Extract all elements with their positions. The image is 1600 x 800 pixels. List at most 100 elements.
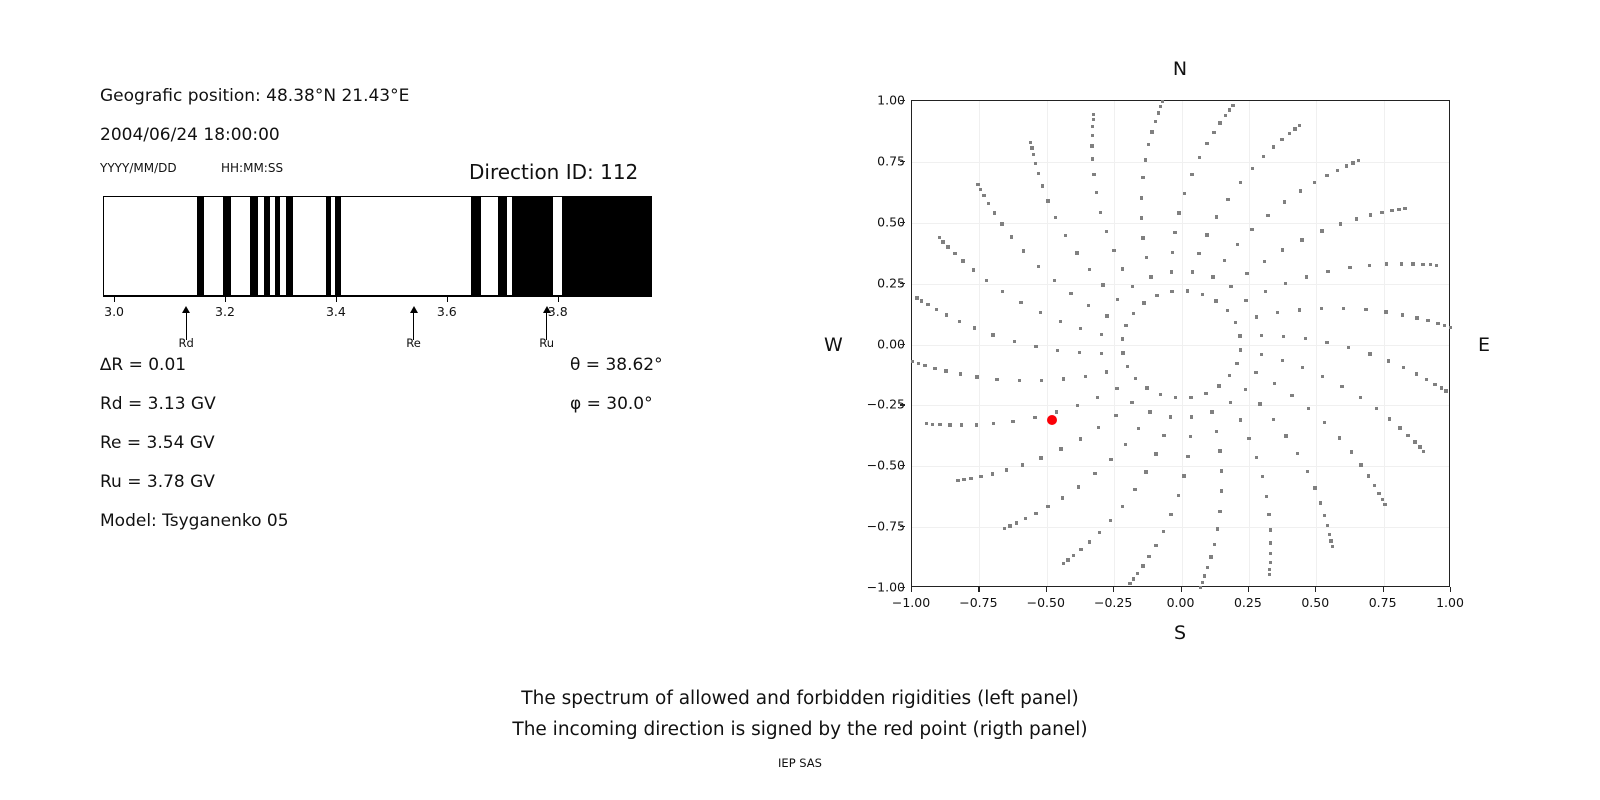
direction-dot (1144, 470, 1148, 474)
direction-dot (1158, 392, 1163, 397)
polar-y-axis: −1.00 −0.75 −0.50 −0.25 0.00 0.25 0.50 0.75 1.00 (830, 93, 905, 595)
direction-dot (1112, 248, 1116, 253)
direction-dot (1182, 474, 1186, 478)
polar-x-tick-label: 0.50 (1301, 595, 1330, 610)
rigidity-tick-mark (335, 296, 338, 302)
direction-dot (1147, 142, 1151, 147)
direction-dot (1414, 372, 1419, 376)
rigidity-tick-mark (225, 296, 227, 302)
compass-south-label: S (1173, 622, 1187, 644)
direction-dot (1244, 298, 1248, 303)
direction-dot (1176, 493, 1180, 498)
direction-dot (1229, 285, 1233, 289)
direction-dot (1131, 311, 1136, 315)
direction-dot (1313, 180, 1317, 184)
gridline-horizontal (912, 466, 1449, 468)
direction-dot (1000, 222, 1004, 226)
direction-dot (1403, 206, 1407, 211)
direction-dot (1236, 242, 1240, 247)
time-format-label: HH:MM:SS (221, 161, 284, 175)
direction-dot (1105, 314, 1109, 318)
rigidity-tick-label: 3.2 (215, 304, 235, 319)
direction-dot (1385, 262, 1389, 266)
direction-dot (924, 422, 929, 426)
direction-dot (1205, 142, 1209, 146)
direction-dot (1133, 376, 1138, 381)
direction-dot (1335, 168, 1339, 172)
direction-dot (1046, 505, 1050, 509)
direction-dot (1170, 289, 1174, 294)
direction-dot (1177, 211, 1181, 215)
direction-dot (1156, 111, 1160, 115)
rigidity-tick-label: 3.6 (436, 304, 457, 319)
direction-dot (1141, 236, 1145, 240)
direction-dot (1301, 366, 1305, 370)
direction-dot (1198, 585, 1202, 590)
direction-dot (1154, 543, 1158, 547)
direction-dot (1101, 283, 1105, 287)
direction-dot (1366, 474, 1371, 478)
param-model: Model: Tsyganenko 05 (100, 511, 289, 531)
polar-x-tick-mark (1180, 587, 1182, 592)
direction-dot (1418, 445, 1422, 449)
direction-dot (1402, 365, 1406, 370)
direction-dot (1019, 300, 1023, 305)
direction-dot (1212, 542, 1216, 547)
polar-x-tick-mark (1382, 587, 1384, 592)
param-phi: φ = 30.0° (570, 394, 653, 414)
rigidity-tick-mark (446, 296, 449, 302)
direction-dot (1189, 415, 1194, 419)
direction-dot (1319, 306, 1324, 311)
direction-dot (962, 478, 966, 482)
direction-dot (1169, 270, 1174, 274)
polar-x-tick-mark (911, 587, 913, 592)
direction-dot (992, 211, 996, 215)
direction-dot (1142, 301, 1146, 305)
direction-dot (1271, 417, 1276, 422)
direction-dot (1040, 184, 1045, 188)
direction-dot (1091, 124, 1095, 128)
direction-dot (1227, 108, 1232, 112)
direction-dot (1262, 154, 1266, 159)
rigidity-marker-arrows: Rd Re Ru (103, 300, 652, 360)
param-re: Re = 3.54 GV (100, 433, 215, 453)
param-delta-r: ∆R = 0.01 (100, 355, 187, 375)
rigidity-tick-label: 3.8 (547, 304, 568, 319)
direction-dot (1280, 248, 1285, 252)
polar-y-tick-mark (900, 343, 905, 345)
direction-dot (1091, 117, 1095, 122)
direction-dot (991, 421, 996, 426)
compass-east-label: E (1478, 334, 1491, 356)
direction-dot (1377, 491, 1381, 496)
forbidden-band (250, 197, 258, 295)
direction-dot (1183, 191, 1187, 196)
marker-label-rd: Rd (178, 336, 194, 350)
direction-dot (1039, 378, 1044, 383)
direction-dot (990, 472, 995, 476)
gridline-horizontal (912, 161, 1449, 163)
direction-dot (1384, 310, 1388, 314)
direction-dot (1033, 161, 1038, 166)
direction-dot (1399, 262, 1403, 266)
direction-dot (1304, 275, 1308, 279)
direction-dot (1145, 386, 1149, 390)
direction-dot (1034, 511, 1038, 516)
direction-dot (1054, 215, 1058, 220)
direction-dot (1320, 374, 1325, 379)
direction-dot (995, 377, 999, 382)
direction-dot (1009, 235, 1014, 239)
direction-dot (1210, 410, 1214, 414)
direction-dot (973, 326, 977, 330)
direction-dot (978, 187, 983, 192)
direction-dot (934, 308, 939, 312)
polar-x-tick-mark (1315, 587, 1317, 592)
direction-dot (1046, 199, 1050, 203)
gridline-vertical (1383, 101, 1385, 586)
direction-dot (1231, 103, 1235, 108)
direction-dot (1185, 289, 1190, 293)
direction-dot (974, 423, 978, 427)
direction-dot (1077, 351, 1082, 355)
gridline-horizontal (912, 283, 1449, 285)
direction-dot (1424, 377, 1429, 381)
direction-dot (1297, 123, 1302, 128)
